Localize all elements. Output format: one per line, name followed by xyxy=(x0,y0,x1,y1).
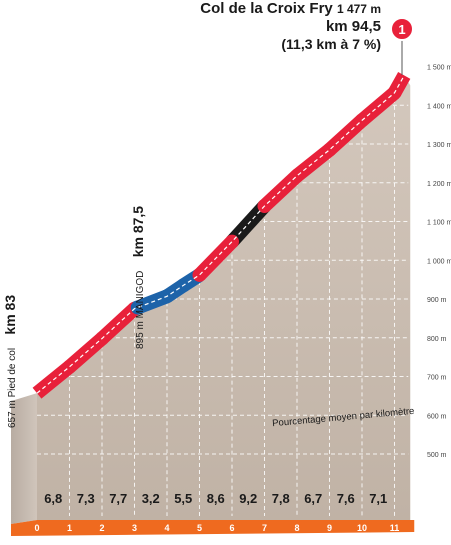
y-tick-label-6: 1 100 m xyxy=(427,220,451,227)
manigod-altitude-text: 895 m MANIGOD xyxy=(135,270,146,349)
summit-marker: 1 xyxy=(390,17,414,75)
manigod-km: km 87,5 xyxy=(130,205,146,258)
y-tick-label-7: 1 200 m xyxy=(427,181,451,188)
road-center-dash xyxy=(36,75,405,394)
y-tick-label-4: 900 m xyxy=(427,297,447,304)
road-joint-10 xyxy=(290,168,304,183)
gradient-label-km-0: 6,8 xyxy=(44,491,62,506)
road-line xyxy=(32,71,411,399)
x-tick-label-2: 2 xyxy=(99,523,104,533)
road-joint-4 xyxy=(130,300,145,315)
y-tick-label-9: 1 400 m xyxy=(427,103,451,110)
gradient-label-km-5: 8,6 xyxy=(207,491,225,506)
x-tick-label-6: 6 xyxy=(229,523,234,533)
road-joint-8 xyxy=(225,234,239,249)
y-tick-label-10: 1 500 m xyxy=(427,65,451,72)
y-tick-label-3: 800 m xyxy=(427,336,447,343)
x-tick-label-3: 3 xyxy=(132,523,137,533)
gradient-label-km-2: 7,7 xyxy=(109,491,127,506)
road-joint-11 xyxy=(322,142,337,157)
summit-altitude: 1 477 m xyxy=(336,2,381,16)
y-tick-label-0: 500 m xyxy=(427,452,447,459)
x-tick-label-10: 10 xyxy=(357,523,367,533)
x-tick-label-1: 1 xyxy=(67,523,72,533)
gradient-label-km-3: 3,2 xyxy=(142,491,160,506)
gradient-label-km-4: 5,5 xyxy=(174,491,192,506)
x-tick-label-4: 4 xyxy=(164,523,169,533)
x-tick-label-8: 8 xyxy=(294,523,299,533)
x-axis-band xyxy=(11,520,415,536)
terrain-fill xyxy=(37,75,411,521)
start-label: 657 m Pied de col km 83 xyxy=(2,295,20,428)
gradient-label-km-8: 6,7 xyxy=(304,491,322,506)
road-joint-7 xyxy=(192,267,207,282)
terrain-area xyxy=(11,75,411,524)
grid-lines xyxy=(37,98,409,516)
x-tick-label-5: 5 xyxy=(197,523,202,533)
y-tick-label-2: 700 m xyxy=(427,375,447,382)
y-tick-label-1: 600 m xyxy=(427,413,447,420)
gradient-labels: 6,8 7,3 7,7 3,2 5,5 8,6 9,2 7,8 6,7 7,6 7,1 xyxy=(44,491,387,506)
y-axis-ticks: 500 m 600 m 700 m 800 m 900 m 1 000 m 1 100 m 1… xyxy=(427,65,451,460)
y-tick-label-5: 1 000 m xyxy=(427,258,451,265)
summit-detail: (11,3 km à 7 %) xyxy=(281,36,381,52)
x-axis-bar: 0 1 2 3 4 5 6 7 8 9 10 11 xyxy=(11,520,415,536)
x-tick-label-0: 0 xyxy=(34,523,39,533)
gradient-label-km-1: 7,3 xyxy=(77,491,95,506)
summit-name: Col de la Croix Fry 1 477 m xyxy=(200,0,381,17)
gradient-label-km-10: 7,1 xyxy=(369,491,387,506)
summit-name-text: Col de la Croix Fry xyxy=(200,0,333,17)
x-tick-label-11: 11 xyxy=(390,523,400,533)
summit-km: km 94,5 xyxy=(325,18,381,35)
gradient-label-km-6: 9,2 xyxy=(239,491,257,506)
marker-number: 1 xyxy=(398,22,405,37)
terrain-front-wall xyxy=(11,393,37,524)
x-tick-label-7: 7 xyxy=(262,523,267,533)
start-altitude-text: 657 m Pied de col xyxy=(7,347,18,428)
gradient-label-km-9: 7,6 xyxy=(337,491,355,506)
manigod-label: 895 m MANIGOD km 87,5 xyxy=(130,206,148,349)
gradient-label-km-7: 7,8 xyxy=(272,491,290,506)
x-tick-label-9: 9 xyxy=(327,523,332,533)
road-joint-1 xyxy=(62,359,77,374)
marker-circle-icon xyxy=(390,17,414,41)
y-tick-label-8: 1 300 m xyxy=(427,142,451,149)
start-km: km 83 xyxy=(2,294,18,335)
